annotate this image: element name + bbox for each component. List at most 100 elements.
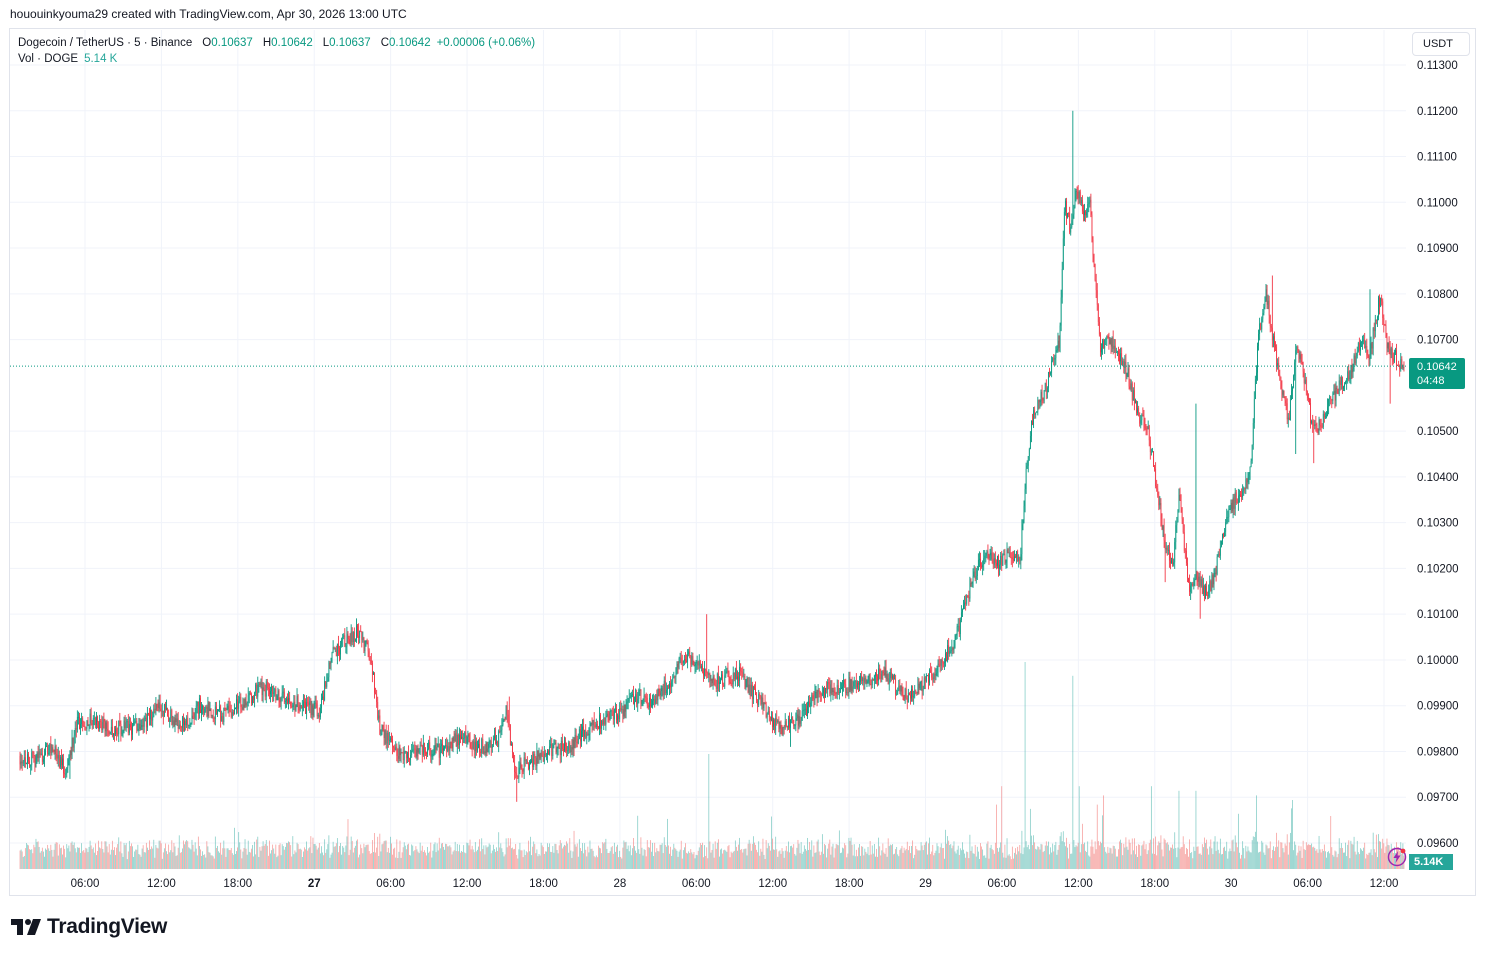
candle-body [977, 559, 979, 571]
candle-body [174, 718, 176, 726]
volume-bar [171, 840, 173, 869]
volume-bar [255, 854, 257, 869]
candle-body [131, 726, 132, 735]
volume-bar [603, 843, 605, 869]
volume-bar [364, 847, 366, 869]
candle-body [902, 690, 904, 696]
volume-bar [148, 849, 149, 869]
candle-body [46, 745, 47, 747]
volume-bar [1370, 849, 1372, 869]
volume-bar [1362, 850, 1363, 869]
candle-body [215, 706, 217, 714]
candle-body [1110, 339, 1112, 347]
volume-label[interactable]: Vol · DOGE [18, 53, 79, 65]
volume-bar [1400, 842, 1402, 869]
volume-bar [810, 849, 812, 869]
volume-bar [1316, 849, 1318, 869]
volume-bar [384, 840, 386, 869]
volume-bar [994, 842, 996, 869]
candle-body [1149, 440, 1151, 452]
candle-body [1351, 365, 1353, 373]
candle-body [93, 717, 95, 719]
candle-body [1254, 379, 1256, 400]
candle-body [63, 758, 64, 774]
candle-body [1097, 304, 1099, 322]
candle-body [829, 684, 831, 694]
volume-bar [149, 840, 150, 869]
candle-body [473, 741, 475, 751]
candle-body [1384, 324, 1386, 326]
volume-bar [732, 851, 734, 869]
volume-bar [153, 839, 155, 869]
candle-body [922, 688, 924, 692]
volume-bar [936, 843, 938, 869]
volume-bar [1207, 848, 1209, 869]
lightning-icon[interactable] [1387, 847, 1407, 867]
volume-bar [1200, 854, 1202, 869]
candle-body [428, 742, 430, 750]
candle-body [577, 738, 579, 744]
candle-body [228, 705, 230, 710]
volume-bar [1130, 854, 1132, 869]
volume-bar [444, 849, 445, 869]
candle-body [849, 677, 851, 691]
volume-bar [968, 858, 970, 869]
candle-body [340, 644, 341, 655]
candle-body [1074, 195, 1076, 208]
candle-body [1358, 343, 1360, 351]
volume-bar [30, 849, 32, 869]
candle-body [963, 605, 964, 610]
chart-frame [9, 28, 1476, 896]
volume-bar [749, 843, 751, 869]
candle-body [940, 660, 942, 666]
volume-bar [45, 848, 46, 869]
symbol-label[interactable]: Dogecoin / TetherUS · 5 · Binance [18, 37, 193, 49]
candle-body [668, 688, 669, 689]
volume-bar [698, 847, 700, 869]
candle-body [248, 692, 250, 696]
volume-bar [323, 855, 324, 869]
currency-selector[interactable]: USDT [1412, 32, 1470, 56]
volume-bar [58, 844, 60, 869]
candle-body [179, 724, 181, 728]
volume-bar [948, 840, 950, 869]
volume-bar [253, 856, 254, 869]
candle-body [1309, 399, 1310, 404]
candle-body [249, 692, 251, 695]
volume-bar [672, 849, 674, 869]
tradingview-logo[interactable]: TradingView [11, 915, 167, 939]
volume-bar [1386, 838, 1388, 869]
volume-bar [879, 846, 881, 869]
candle-body [151, 709, 153, 721]
volume-bar [594, 857, 596, 869]
volume-bar [416, 849, 418, 869]
volume-bar [1261, 840, 1263, 869]
volume-bar [73, 842, 75, 869]
volume-bar [955, 853, 957, 869]
candle-body [1017, 551, 1019, 561]
volume-bar [919, 850, 921, 869]
candle-body [1084, 211, 1085, 215]
volume-bar [890, 845, 892, 869]
volume-bar [192, 844, 194, 869]
candle-body [1029, 435, 1031, 450]
candle-body [1057, 340, 1059, 350]
volume-bar [807, 837, 808, 869]
volume-bar [688, 851, 690, 869]
candle-body [244, 698, 246, 708]
volume-bar [1232, 839, 1234, 869]
candle-body [118, 720, 120, 735]
volume-bar [138, 854, 140, 869]
candle-body [939, 664, 941, 666]
candle-body [877, 676, 878, 681]
volume-bar [207, 846, 209, 869]
candle-body [864, 677, 866, 683]
volume-bar [136, 849, 138, 869]
volume-bar [287, 843, 288, 869]
candle-body [225, 709, 227, 711]
volume-bar [1224, 846, 1225, 869]
candle-body [1275, 345, 1276, 348]
volume-bar [1075, 845, 1077, 869]
volume-bar [317, 847, 319, 869]
